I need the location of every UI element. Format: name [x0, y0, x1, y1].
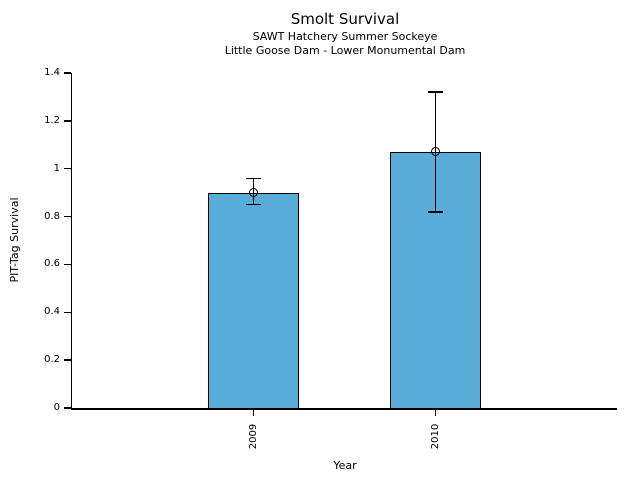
- y-axis-label: PIT-Tag Survival: [8, 197, 21, 283]
- y-tick: [64, 407, 71, 409]
- bar-2009: [208, 192, 300, 410]
- x-tick-label-2010: 2010: [429, 423, 441, 449]
- error-bar-cap-bottom-2009: [246, 203, 262, 206]
- y-axis-line: [70, 73, 72, 410]
- chart-subtitle-line2: Little Goose Dam - Lower Monumental Dam: [224, 44, 466, 57]
- y-tick: [64, 215, 71, 218]
- y-tick: [64, 72, 71, 74]
- y-tick-label: 0: [53, 402, 60, 413]
- y-tick-label: 1.2: [44, 114, 60, 126]
- y-tick-label: 0.6: [44, 258, 60, 270]
- y-tick-label: 1.4: [44, 67, 60, 78]
- chart-subtitle-line1: SAWT Hatchery Summer Sockeye: [252, 30, 438, 43]
- y-tick: [64, 263, 71, 266]
- y-tick: [64, 120, 71, 122]
- error-bar-cap-top-2009: [246, 177, 262, 180]
- x-tick: [252, 409, 255, 416]
- x-tick-label-2009: 2009: [248, 423, 260, 449]
- y-tick-label: 0.4: [44, 306, 60, 318]
- error-bar-cap-bottom-2010: [427, 211, 443, 213]
- x-axis-label: Year: [333, 459, 357, 472]
- x-axis-line: [70, 408, 617, 410]
- y-tick-label: 1: [53, 162, 60, 174]
- point-marker-2010: [430, 147, 440, 157]
- point-marker-2009: [249, 188, 259, 198]
- chart-title: Smolt Survival: [290, 10, 400, 28]
- y-tick: [64, 311, 71, 314]
- y-tick: [64, 359, 71, 361]
- y-tick: [64, 167, 71, 170]
- y-tick-label: 0.2: [44, 354, 60, 366]
- y-tick-label: 0.8: [44, 210, 60, 222]
- error-bar-cap-top-2010: [427, 91, 443, 93]
- x-tick: [434, 409, 437, 416]
